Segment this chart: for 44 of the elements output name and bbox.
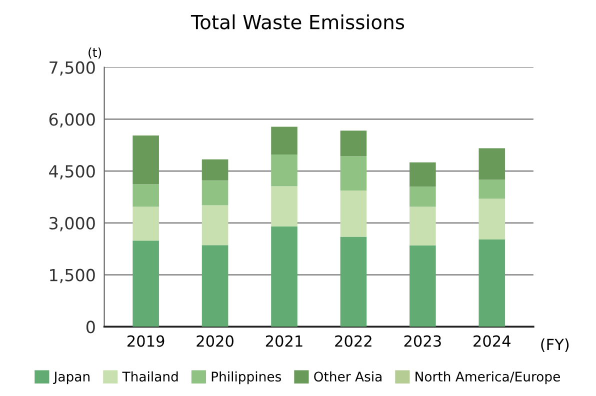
- x-tick-label: 2022: [335, 335, 372, 347]
- bar: [132, 135, 159, 184]
- bar: [410, 245, 436, 327]
- legend-label: Thailand: [122, 371, 178, 382]
- legend-label: Philippines: [212, 371, 282, 384]
- legend-label: North America/Europe: [416, 371, 560, 384]
- x-tick-label: 2021: [266, 335, 302, 347]
- bar: [478, 240, 506, 327]
- y-tick-label: 7,500: [50, 61, 95, 76]
- bar: [202, 159, 228, 180]
- y-tick-label: 6,000: [49, 113, 95, 128]
- bar: [410, 186, 436, 207]
- bar: [132, 184, 159, 207]
- bar: [271, 126, 298, 154]
- bar: [410, 162, 436, 187]
- bar: [271, 226, 298, 327]
- chart-title: Total Waste Emissions: [190, 14, 404, 30]
- x-tick-label: 2023: [404, 335, 441, 347]
- y-tick-label: 3,000: [50, 216, 95, 232]
- bar: [340, 236, 367, 327]
- bar: [478, 148, 506, 180]
- y-tick-label: 4,500: [49, 165, 95, 180]
- x-tick-label: 2019: [128, 335, 164, 347]
- x-tick-label: 2024: [474, 335, 510, 347]
- bar: [202, 245, 228, 327]
- x-tick-label: 2020: [196, 335, 234, 347]
- y-tick-label: 1,500: [50, 268, 95, 284]
- bar: [340, 190, 367, 237]
- bar: [478, 198, 506, 240]
- y-tick-label: 0: [86, 320, 95, 334]
- bar: [410, 206, 436, 246]
- bar: [478, 180, 506, 199]
- y-axis-title: (t): [88, 47, 102, 59]
- bar: [202, 180, 228, 206]
- bar: [202, 205, 228, 246]
- bar: [132, 240, 159, 327]
- legend-label: Other Asia: [314, 371, 382, 382]
- bar: [132, 206, 159, 241]
- legend-label: Japan: [53, 372, 90, 384]
- bar: [340, 130, 367, 156]
- x-axis-title: (FY): [541, 338, 569, 352]
- bar: [340, 156, 367, 190]
- bar: [271, 154, 298, 186]
- bar: [271, 186, 298, 226]
